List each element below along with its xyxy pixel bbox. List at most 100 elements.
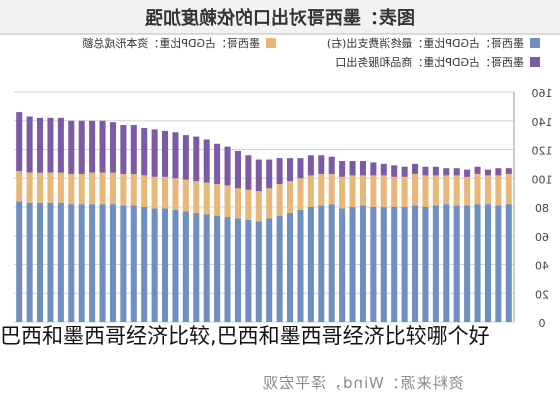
bar-segment <box>307 155 314 176</box>
legend-swatch <box>530 38 540 48</box>
bar-segment <box>474 166 481 174</box>
y-axis: 0 20 40 60 80 100 120 140 160 <box>513 87 553 330</box>
bar-segment <box>37 202 44 322</box>
bar-segment <box>495 205 502 322</box>
bar-segment <box>182 135 189 180</box>
bar-segment <box>370 207 377 322</box>
bar-segment <box>453 205 460 322</box>
bar-segment <box>412 205 419 322</box>
legend-label: 墨西哥：占GDP比重：资本形成总额 <box>82 36 260 50</box>
bar-segment <box>245 219 252 322</box>
bar-segment <box>328 156 335 174</box>
bar-segment <box>57 202 64 322</box>
bar-segment <box>162 176 169 209</box>
bar-segment <box>78 173 85 205</box>
bar-segment <box>495 168 502 176</box>
bar-segment <box>391 176 398 207</box>
bar-segment <box>172 178 179 210</box>
bar-segment <box>464 176 471 206</box>
bar-segment <box>276 158 283 185</box>
y-tick-group: 80 <box>535 202 549 215</box>
bar-segment <box>89 172 96 205</box>
bar-segment <box>266 188 273 219</box>
bar-segment <box>120 205 127 322</box>
bar-segment <box>224 217 231 322</box>
bar-segment <box>141 127 148 176</box>
bar-segment <box>380 175 387 208</box>
y-tick-group: 120 <box>532 145 553 158</box>
bar-segment <box>359 161 366 176</box>
bar-segment <box>203 182 210 215</box>
bar-segment <box>505 168 512 174</box>
bar-segment <box>453 175 460 206</box>
bar-segment <box>359 205 366 322</box>
bar-segment <box>297 178 304 210</box>
bar-segment <box>16 112 23 172</box>
bar-segment <box>16 201 23 322</box>
bar-segment <box>495 175 502 206</box>
bar-segment <box>47 117 54 173</box>
bar-segment <box>505 204 512 323</box>
y-tick-label: 80 <box>535 202 549 215</box>
legend: 墨西哥：占GDP比重：最终消费支出(右) 墨西哥：占GDP比重：资本形成总额墨西哥… <box>82 36 540 69</box>
bar-segment <box>464 205 471 322</box>
bar-segment <box>57 117 64 173</box>
bar-segment <box>224 185 231 218</box>
y-tick-group: 160 <box>532 87 553 100</box>
bar-segment <box>193 136 200 182</box>
bar-segment <box>484 169 491 176</box>
bar-segment <box>162 130 169 177</box>
bar-segment <box>339 208 346 322</box>
grid <box>14 91 514 323</box>
y-tick-group: 20 <box>535 288 549 301</box>
bar-segment <box>287 158 294 182</box>
bar-segment <box>214 184 221 216</box>
bar-segment <box>193 181 200 213</box>
legend-label: 墨西哥：占GDP比重：最终消费支出(右) <box>327 36 524 50</box>
bar-segment <box>453 168 460 176</box>
bar-segment <box>370 175 377 208</box>
bar-segment <box>359 175 366 206</box>
y-tick-label: 120 <box>532 145 553 158</box>
y-tick-label: 160 <box>532 87 553 100</box>
y-tick-label: 40 <box>535 260 549 273</box>
bar-segment <box>109 172 116 205</box>
bar-segment <box>401 166 408 177</box>
bars <box>16 112 512 323</box>
bar-segment <box>78 120 85 174</box>
bar-segment <box>255 159 262 192</box>
bar-segment <box>401 207 408 322</box>
bar-segment <box>380 207 387 322</box>
legend-swatch <box>266 38 276 48</box>
bar-segment <box>318 205 325 322</box>
title-band <box>0 0 560 34</box>
bar-segment <box>130 173 137 206</box>
bar-segment <box>120 125 127 174</box>
bar-segment <box>391 207 398 322</box>
bar-segment <box>109 204 116 323</box>
bar-segment <box>328 204 335 323</box>
bar-segment <box>255 191 262 222</box>
bar-segment <box>89 204 96 323</box>
bar-segment <box>89 120 96 173</box>
bar-segment <box>255 221 262 323</box>
bar-segment <box>391 165 398 177</box>
bar-segment <box>47 202 54 322</box>
bar-segment <box>349 207 356 322</box>
y-tick-label: 100 <box>532 173 553 186</box>
caption: 巴西和墨西哥经济比较,巴西和墨西哥经济比较哪个好 <box>0 324 490 348</box>
y-tick-group: 60 <box>535 231 549 244</box>
bar-segment <box>68 120 75 174</box>
bar-segment <box>141 175 148 208</box>
bar-segment <box>266 218 273 322</box>
bar-segment <box>432 175 439 206</box>
bar-segment <box>37 172 44 203</box>
bar-segment <box>224 146 231 186</box>
bar-segment <box>99 204 106 323</box>
bar-segment <box>245 189 252 220</box>
bar-segment <box>370 162 377 176</box>
bar-segment <box>307 207 314 322</box>
legend-label-group: 墨西哥：占GDP比重：资本形成总额 <box>82 36 260 50</box>
bar-segment <box>287 212 294 322</box>
